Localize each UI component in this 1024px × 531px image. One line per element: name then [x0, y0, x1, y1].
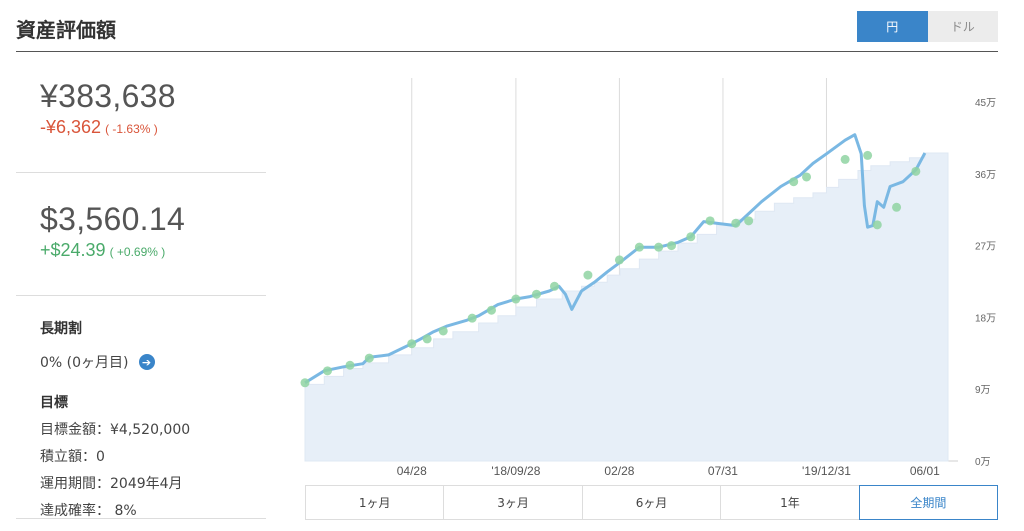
period-3m-button[interactable]: 3ヶ月 — [444, 486, 583, 519]
valuation-chart[interactable]: 0万 9万 18万 27万 36万 45万 04/28 '18/09/28 02/28 07/3… — [0, 0, 1024, 480]
usd-change-pct: ( +0.69% ) — [109, 245, 166, 259]
long-term-title: 長期割 — [40, 321, 82, 337]
deposit-marker — [323, 366, 333, 376]
page-title: 資産評価額 — [16, 18, 116, 42]
x-tick-label: 07/31 — [708, 464, 738, 478]
details-section: 長期割 0% (0ヶ月目) ➔ 目標 目標金額：¥4,520,000 積立額：0… — [16, 296, 266, 520]
deposit-marker — [872, 220, 882, 230]
goal-amount: 目標金額：¥4,520,000 — [40, 422, 191, 438]
usd-summary: $3,560.14 +$24.39( +0.69% ) — [16, 173, 266, 296]
currency-toggle[interactable]: 円 ドル — [857, 11, 998, 42]
deposit-marker — [634, 242, 644, 252]
x-tick-label: 04/28 — [397, 464, 427, 478]
x-tick-label: '18/09/28 — [491, 464, 540, 478]
usd-change-amount: +$24.39 — [40, 240, 106, 260]
deposit-marker — [422, 334, 432, 344]
long-term-value: 0% (0ヶ月目) — [40, 355, 129, 371]
jpy-change: -¥6,362( -1.63% ) — [16, 117, 266, 138]
jpy-change-pct: ( -1.63% ) — [105, 122, 158, 136]
deposit-marker — [654, 242, 664, 252]
deposit-marker — [549, 281, 559, 291]
y-tick-label: 18万 — [975, 313, 996, 324]
deposit-marker — [486, 305, 496, 315]
currency-usd-button[interactable]: ドル — [927, 11, 998, 42]
y-tick-label: 27万 — [975, 242, 996, 253]
deposit-marker — [407, 339, 417, 349]
deposit-markers — [300, 150, 921, 388]
deposit-marker — [438, 326, 448, 336]
divider — [16, 518, 266, 519]
period-6m-button[interactable]: 6ヶ月 — [583, 486, 722, 519]
long-term-row: 0% (0ヶ月目) ➔ — [40, 352, 266, 372]
period-1y-button[interactable]: 1年 — [721, 486, 860, 519]
y-tick-label: 9万 — [975, 385, 991, 396]
x-tick-label: 06/01 — [910, 464, 940, 478]
deposit-marker — [911, 166, 921, 176]
jpy-summary: ¥383,638 -¥6,362( -1.63% ) — [16, 52, 266, 173]
period-selector[interactable]: 1ヶ月 3ヶ月 6ヶ月 1年 全期間 — [305, 485, 999, 520]
goal-contribution: 積立額：0 — [40, 449, 105, 465]
currency-jpy-button[interactable]: 円 — [857, 11, 928, 42]
deposit-marker — [667, 241, 677, 251]
deposit-marker — [686, 232, 696, 242]
y-tick-label: 36万 — [975, 170, 996, 181]
deposit-marker — [744, 216, 754, 226]
y-tick-label: 0万 — [975, 457, 991, 468]
x-axis: 04/28 '18/09/28 02/28 07/31 '19/12/31 06/01 — [397, 464, 940, 478]
deposit-marker — [345, 360, 355, 370]
deposit-marker — [300, 378, 310, 388]
deposit-marker — [802, 172, 812, 182]
deposit-marker — [583, 270, 593, 280]
arrow-right-icon[interactable]: ➔ — [138, 354, 155, 370]
x-tick-label: 02/28 — [604, 464, 634, 478]
goal-probability: 達成確率： 8% — [40, 503, 137, 519]
deposit-marker — [511, 294, 521, 304]
usd-value: $3,560.14 — [40, 201, 186, 237]
goal-title: 目標 — [40, 395, 68, 411]
deposit-marker — [467, 313, 477, 323]
deposit-marker — [705, 216, 715, 226]
x-tick-label: '19/12/31 — [802, 464, 851, 478]
usd-change: +$24.39( +0.69% ) — [16, 240, 266, 261]
period-1m-button[interactable]: 1ヶ月 — [306, 486, 445, 519]
header: 資産評価額 円 ドル — [16, 0, 998, 52]
deposit-marker — [892, 202, 902, 212]
deposit-marker — [531, 289, 541, 299]
deposit-marker — [840, 154, 850, 164]
deposit-marker — [364, 353, 374, 363]
valuation-line — [304, 133, 927, 385]
y-axis: 0万 9万 18万 27万 36万 45万 — [975, 98, 996, 468]
deposit-marker — [731, 218, 741, 228]
deposit-marker — [863, 150, 873, 160]
goal-period: 運用期間：2049年4月 — [40, 476, 183, 492]
deposit-marker — [789, 177, 799, 187]
principal-area — [304, 152, 949, 462]
period-all-button[interactable]: 全期間 — [858, 485, 999, 520]
summary-panel: ¥383,638 -¥6,362( -1.63% ) $3,560.14 +$2… — [16, 52, 266, 520]
deposit-marker — [614, 255, 624, 265]
y-tick-label: 45万 — [975, 98, 996, 109]
jpy-value: ¥383,638 — [40, 78, 176, 114]
jpy-change-amount: -¥6,362 — [40, 117, 102, 137]
